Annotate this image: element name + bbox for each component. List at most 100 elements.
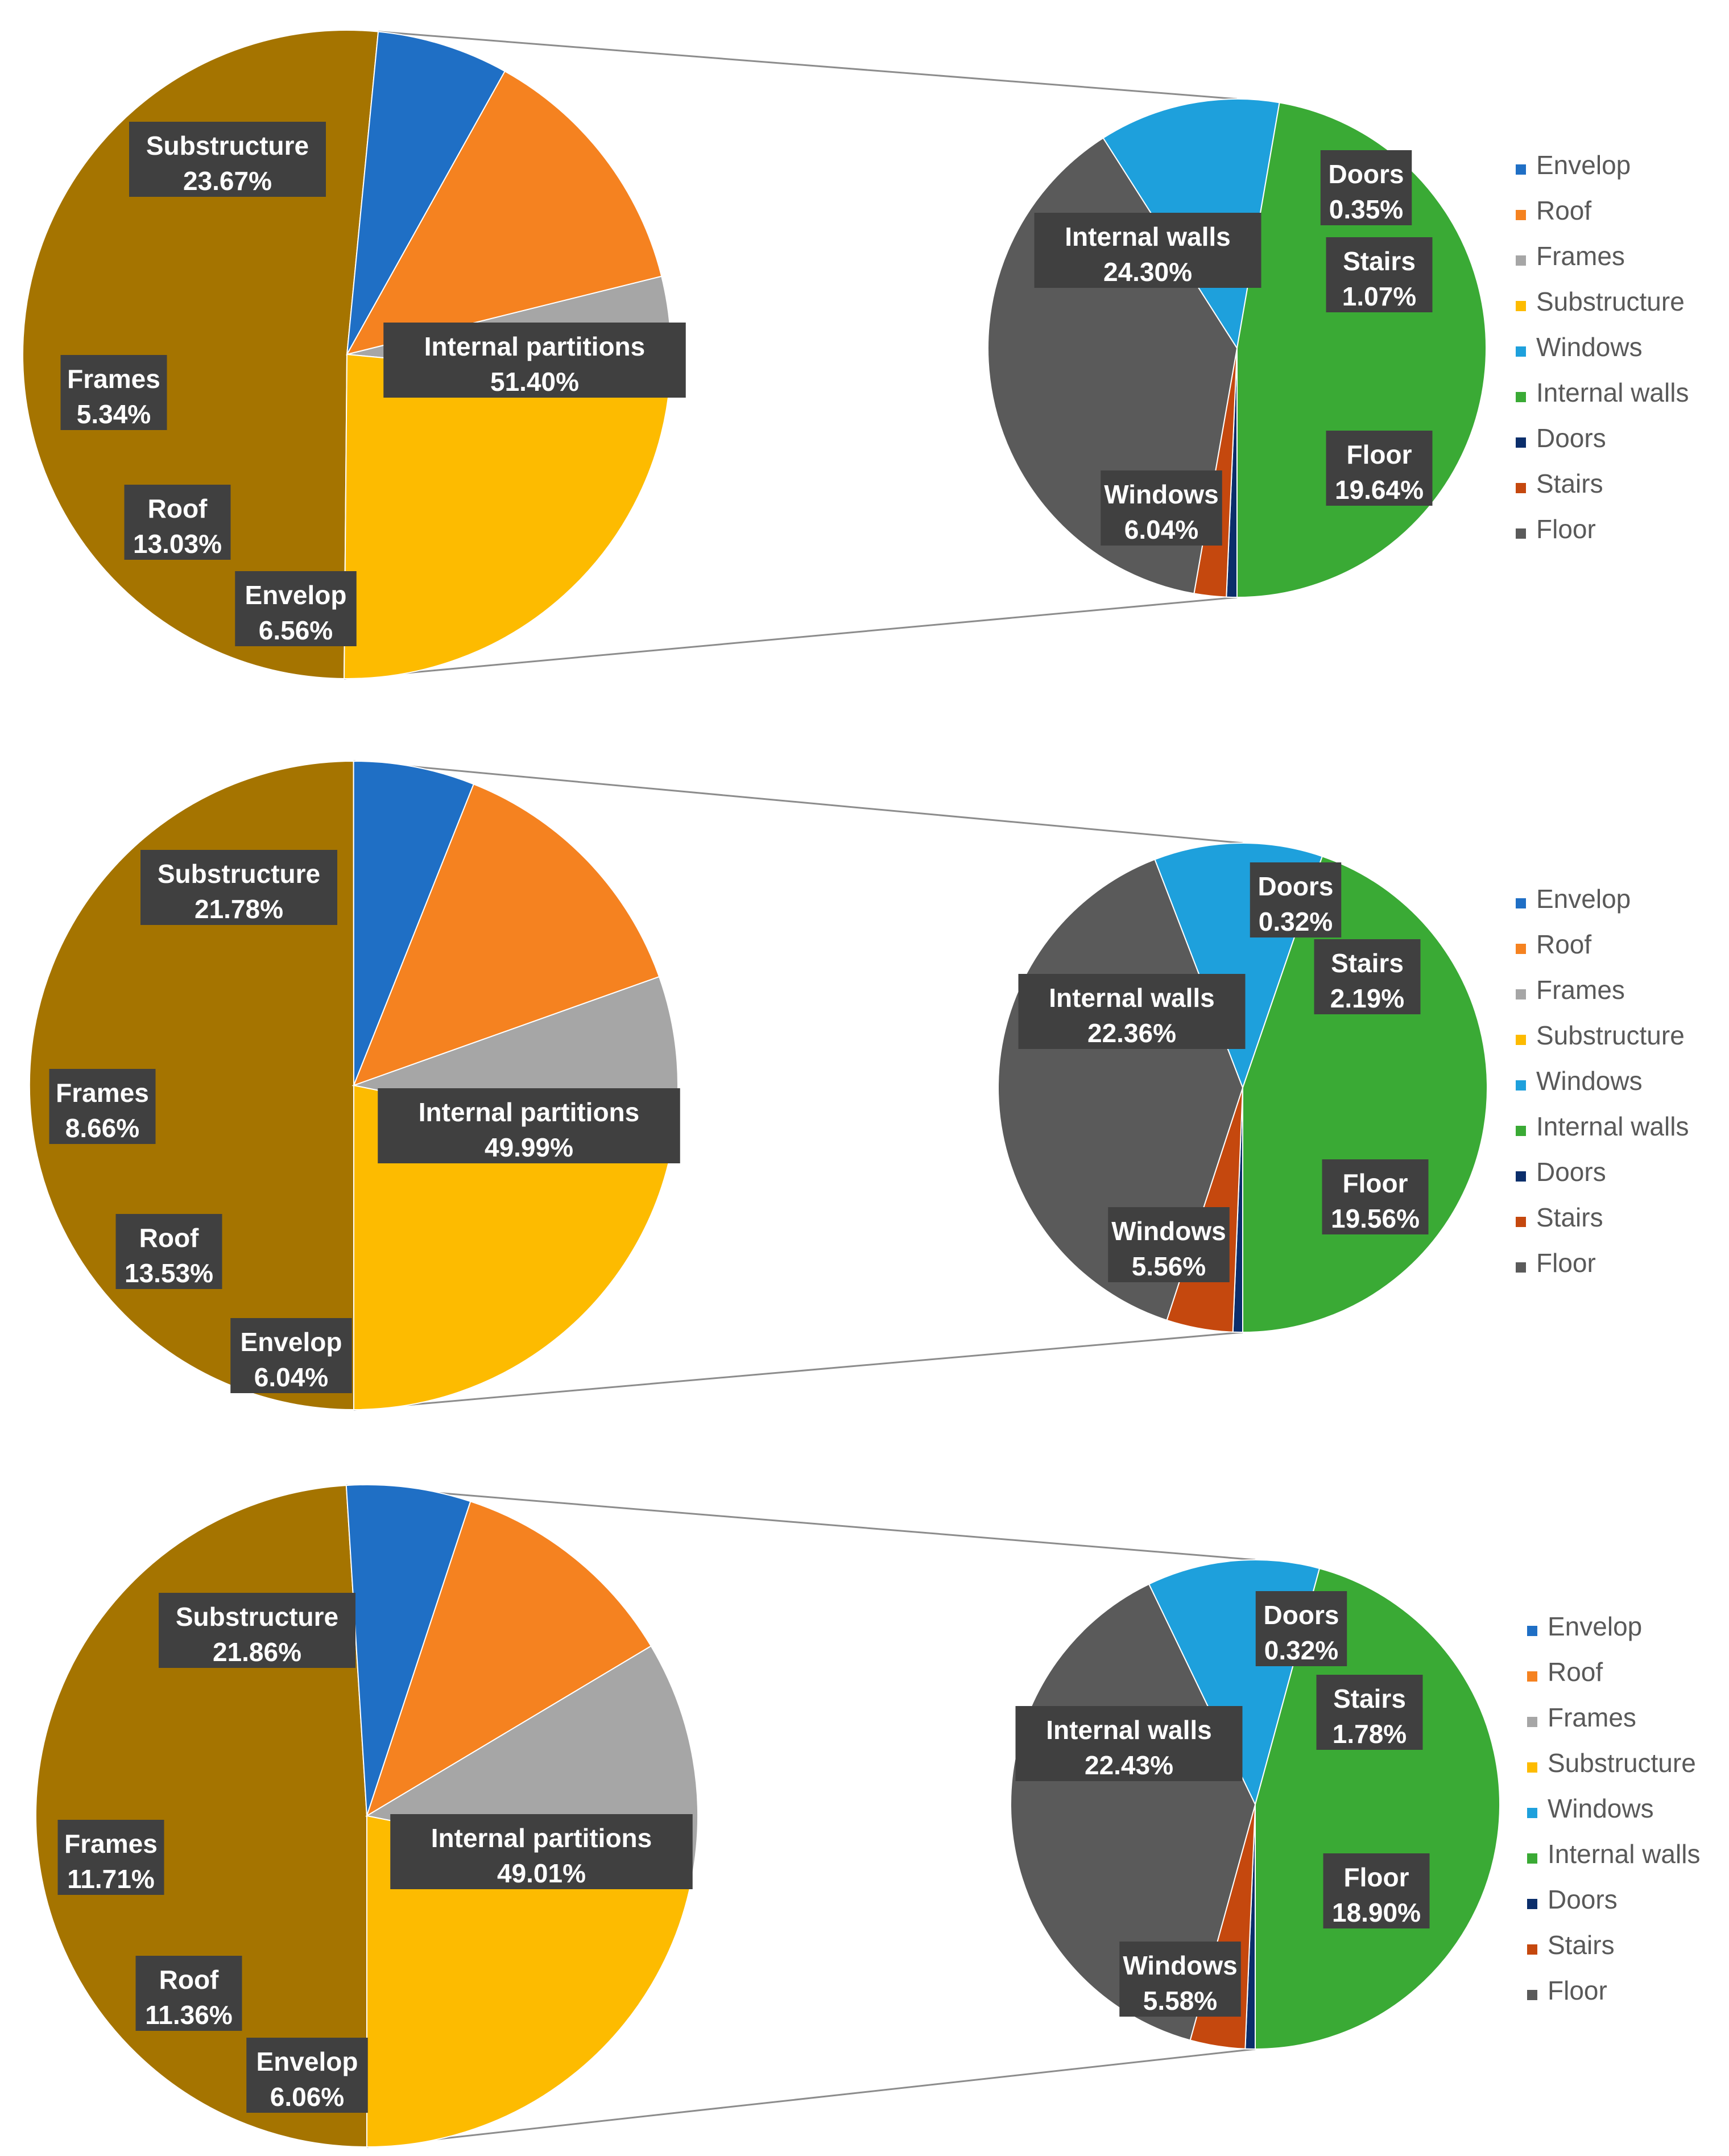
data-label-value: 6.04% bbox=[1124, 515, 1198, 544]
data-label-name: Floor bbox=[1347, 440, 1412, 469]
charts-layer: Internal partitions 51.40% Envelop 6.56% Roo… bbox=[22, 30, 1700, 2148]
detail-label-doors: Doors 0.32% bbox=[1255, 1591, 1347, 1666]
legend-label: Stairs bbox=[1548, 1930, 1615, 1960]
data-label-value: 13.53% bbox=[125, 1258, 213, 1288]
legend-item-floor: Floor bbox=[1527, 1976, 1607, 2005]
detail-label-floor: Floor 19.56% bbox=[1322, 1159, 1429, 1234]
data-label-value: 0.32% bbox=[1259, 907, 1333, 936]
data-label-name: Internal walls bbox=[1049, 983, 1214, 1013]
data-label-value: 11.36% bbox=[145, 2000, 232, 2030]
detail-label-floor: Floor 19.64% bbox=[1326, 431, 1433, 506]
legend-item-internal-walls: Internal walls bbox=[1516, 1112, 1689, 1141]
data-label-value: 49.01% bbox=[497, 1858, 586, 1888]
legend: Envelop Roof Frames Substructure Windows Inte… bbox=[1527, 1612, 1700, 2005]
legend-swatch bbox=[1527, 1626, 1537, 1636]
data-label-box bbox=[246, 2038, 368, 2113]
legend-label: Windows bbox=[1548, 1794, 1654, 1823]
legend-swatch bbox=[1527, 1990, 1537, 2000]
legend-item-roof: Roof bbox=[1527, 1657, 1603, 1687]
data-label-value: 22.43% bbox=[1085, 1750, 1173, 1780]
legend-label: Internal walls bbox=[1536, 1112, 1689, 1141]
legend-label: Frames bbox=[1536, 241, 1625, 271]
detail-label-stairs: Stairs 1.78% bbox=[1316, 1675, 1423, 1750]
detail-label-stairs: Stairs 1.07% bbox=[1326, 237, 1433, 312]
connector-line-top bbox=[346, 1484, 1256, 1561]
main-label-roof: Roof 13.53% bbox=[115, 1214, 222, 1289]
data-label-name: Internal partitions bbox=[431, 1823, 652, 1853]
data-label-value: 6.04% bbox=[254, 1362, 328, 1392]
legend-label: Stairs bbox=[1536, 1203, 1603, 1232]
legend-swatch bbox=[1527, 1808, 1537, 1818]
main-label-frames: Frames 8.66% bbox=[49, 1069, 156, 1144]
legend-swatch bbox=[1516, 1262, 1526, 1273]
main-label-internal-partitions: Internal partitions 49.01% bbox=[390, 1814, 693, 1889]
main-slice-substructure bbox=[353, 1084, 672, 1411]
data-label-name: Doors bbox=[1258, 872, 1334, 901]
main-label-internal-partitions: Internal partitions 51.40% bbox=[383, 323, 686, 398]
legend-item-floor: Floor bbox=[1516, 514, 1596, 544]
detail-label-doors: Doors 0.35% bbox=[1320, 150, 1412, 225]
legend-item-roof: Roof bbox=[1516, 196, 1591, 225]
data-label-value: 21.78% bbox=[195, 894, 283, 924]
data-label-name: Substructure bbox=[158, 859, 320, 889]
legend-swatch bbox=[1527, 1717, 1537, 1727]
legend-item-frames: Frames bbox=[1516, 241, 1625, 271]
data-label-name: Frames bbox=[64, 1829, 158, 1858]
legend-swatch bbox=[1516, 392, 1526, 402]
data-label-value: 5.58% bbox=[1143, 1986, 1217, 2015]
detail-label-windows: Windows 5.58% bbox=[1119, 1942, 1241, 2017]
legend-swatch bbox=[1516, 1217, 1526, 1227]
legend-label: Substructure bbox=[1548, 1748, 1696, 1778]
data-label-box bbox=[1323, 1853, 1430, 1928]
data-label-name: Internal walls bbox=[1046, 1715, 1211, 1745]
legend-item-windows: Windows bbox=[1516, 1066, 1643, 1096]
data-label-value: 11.71% bbox=[67, 1864, 154, 1894]
data-label-name: Envelop bbox=[257, 2047, 358, 2076]
legend-label: Frames bbox=[1536, 975, 1625, 1005]
data-label-name: Envelop bbox=[241, 1327, 342, 1357]
data-label-box bbox=[1119, 1942, 1241, 2017]
legend-label: Stairs bbox=[1536, 469, 1603, 498]
data-label-box bbox=[1015, 1706, 1243, 1781]
main-slice-roof bbox=[366, 1501, 652, 1818]
data-label-value: 22.36% bbox=[1087, 1018, 1176, 1048]
legend-item-frames: Frames bbox=[1527, 1703, 1636, 1732]
detail-label-internal-walls: Internal walls 22.43% bbox=[1015, 1706, 1243, 1781]
legend-item-doors: Doors bbox=[1527, 1885, 1618, 1914]
data-label-box bbox=[378, 1088, 680, 1163]
data-label-value: 18.90% bbox=[1332, 1898, 1421, 1927]
main-label-frames: Frames 11.71% bbox=[57, 1820, 164, 1895]
data-label-box bbox=[1101, 470, 1222, 546]
connector-line-bottom bbox=[344, 596, 1238, 680]
legend-label: Envelop bbox=[1536, 884, 1631, 914]
main-label-internal-partitions: Internal partitions 49.99% bbox=[378, 1088, 680, 1163]
data-label-box bbox=[383, 323, 686, 398]
legend: Envelop Roof Frames Substructure Windows Inte… bbox=[1516, 884, 1689, 1278]
legend-label: Floor bbox=[1536, 514, 1596, 544]
data-label-name: Frames bbox=[67, 364, 160, 394]
legend-swatch bbox=[1516, 1035, 1526, 1045]
legend-swatch bbox=[1516, 255, 1526, 266]
data-label-box bbox=[115, 1214, 222, 1289]
detail-slice-floor bbox=[1010, 1583, 1256, 2041]
data-label-name: Frames bbox=[56, 1078, 149, 1108]
data-label-name: Floor bbox=[1343, 1168, 1408, 1198]
detail-label-stairs: Stairs 2.19% bbox=[1314, 939, 1421, 1014]
data-label-box bbox=[1314, 939, 1421, 1014]
data-label-name: Floor bbox=[1344, 1862, 1409, 1892]
data-label-value: 5.34% bbox=[77, 399, 151, 429]
legend-swatch bbox=[1516, 301, 1526, 311]
legend-swatch bbox=[1516, 1126, 1526, 1136]
legend-label: Doors bbox=[1548, 1885, 1618, 1914]
legend-swatch bbox=[1516, 528, 1526, 539]
legend-label: Internal walls bbox=[1548, 1839, 1700, 1869]
data-label-value: 5.56% bbox=[1132, 1252, 1206, 1281]
detail-label-windows: Windows 6.04% bbox=[1101, 470, 1222, 546]
data-label-name: Windows bbox=[1111, 1216, 1226, 1246]
data-label-value: 13.03% bbox=[133, 529, 222, 559]
legend-item-windows: Windows bbox=[1516, 332, 1643, 362]
connector-line-top bbox=[378, 31, 1238, 100]
main-slice-envelop bbox=[353, 760, 475, 1086]
main-slice-substructure bbox=[366, 1815, 692, 2148]
legend-item-internal-walls: Internal walls bbox=[1516, 378, 1689, 407]
